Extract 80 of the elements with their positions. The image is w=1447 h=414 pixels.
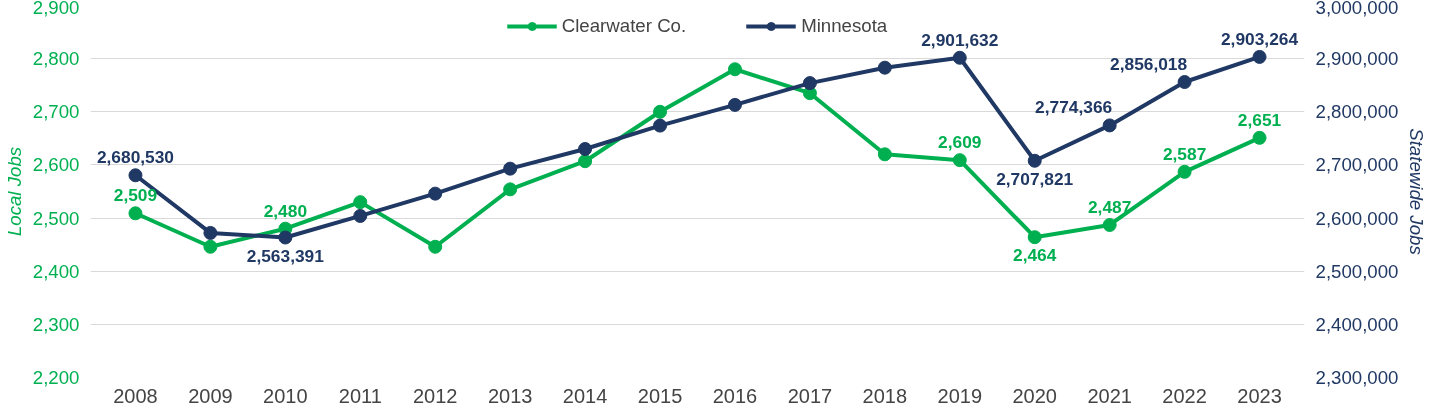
y-tick-label: 2,200 <box>32 367 80 388</box>
x-tick-label: 2013 <box>487 384 533 407</box>
data-label: 2,487 <box>1087 196 1132 217</box>
point <box>203 239 218 254</box>
x-tick-label: 2018 <box>862 384 908 407</box>
x-tick-label: 2015 <box>637 384 683 407</box>
point <box>952 50 967 65</box>
x-tick-label: 2011 <box>338 384 382 407</box>
point <box>428 186 443 201</box>
y2-tick-label: 2,800,000 <box>1315 101 1399 123</box>
x-tick-label: 2008 <box>113 384 158 407</box>
data-label: 2,856,018 <box>1110 54 1188 75</box>
y2-axis-title: Statewide Jobs <box>1406 128 1428 255</box>
x-tick-label: 2009 <box>188 384 233 407</box>
y-tick-label: 2,900 <box>32 0 80 18</box>
y-tick-label: 2,300 <box>32 313 80 335</box>
point <box>877 147 892 162</box>
x-tick-label: 2010 <box>263 384 308 407</box>
x-tick-label: 2017 <box>787 384 833 407</box>
point <box>877 60 892 75</box>
point <box>1102 118 1117 133</box>
point <box>727 62 742 77</box>
point <box>578 142 593 156</box>
point <box>578 154 593 169</box>
x-tick-label: 2016 <box>712 384 758 407</box>
y-tick-label: 2,500 <box>32 207 80 229</box>
point <box>353 195 368 210</box>
point <box>278 230 293 245</box>
y-tick-label: 2,700 <box>32 101 80 123</box>
point <box>653 118 668 133</box>
legend-label: Minnesota <box>801 15 888 37</box>
point <box>128 206 143 221</box>
point <box>503 161 518 176</box>
point <box>1177 75 1192 89</box>
point <box>503 182 518 197</box>
point <box>802 76 817 91</box>
y2-tick-label: 2,500,000 <box>1315 260 1399 282</box>
y-tick-label: 2,400 <box>32 260 80 282</box>
data-label: 2,680,530 <box>96 147 175 168</box>
data-label: 2,480 <box>263 200 308 221</box>
y2-tick-label: 3,000,000 <box>1315 0 1399 18</box>
point <box>1102 217 1117 232</box>
data-label: 2,464 <box>1013 245 1057 266</box>
data-label: 2,651 <box>1237 109 1282 130</box>
x-tick-label: 2014 <box>562 384 608 407</box>
y2-tick-label: 2,600,000 <box>1315 207 1399 229</box>
y2-tick-label: 2,900,000 <box>1315 48 1399 70</box>
point <box>353 208 368 223</box>
x-tick-label: 2022 <box>1162 384 1207 407</box>
point <box>653 104 668 119</box>
y-tick-label: 2,600 <box>32 154 80 176</box>
y-axis-title: Local Jobs <box>3 146 25 237</box>
data-label: 2,587 <box>1162 143 1207 164</box>
point <box>203 225 218 240</box>
data-label: 2,903,264 <box>1220 28 1299 49</box>
data-label: 2,563,391 <box>246 245 325 266</box>
legend-label: Clearwater Co. <box>561 15 687 37</box>
x-tick-label: 2021 <box>1087 384 1132 407</box>
y2-tick-label: 2,400,000 <box>1315 313 1399 335</box>
point <box>1252 49 1267 64</box>
data-label: 2,609 <box>938 132 982 153</box>
x-tick-label: 2020 <box>1012 384 1057 407</box>
point <box>1252 130 1267 145</box>
point <box>428 239 443 254</box>
point <box>128 168 143 183</box>
data-label: 2,901,632 <box>921 29 999 50</box>
point <box>1027 153 1042 168</box>
data-label: 2,509 <box>113 185 158 206</box>
data-label: 2,774,366 <box>1035 97 1113 118</box>
x-tick-label: 2012 <box>412 384 458 407</box>
x-tick-label: 2019 <box>937 384 983 407</box>
point <box>1177 164 1192 179</box>
y2-tick-label: 2,300,000 <box>1315 367 1399 388</box>
point <box>1027 230 1042 245</box>
y2-tick-label: 2,700,000 <box>1315 154 1399 176</box>
data-label: 2,707,821 <box>996 168 1074 189</box>
x-tick-label: 2023 <box>1237 384 1282 407</box>
point <box>952 153 967 168</box>
y-tick-label: 2,800 <box>32 48 80 70</box>
point <box>727 97 742 112</box>
